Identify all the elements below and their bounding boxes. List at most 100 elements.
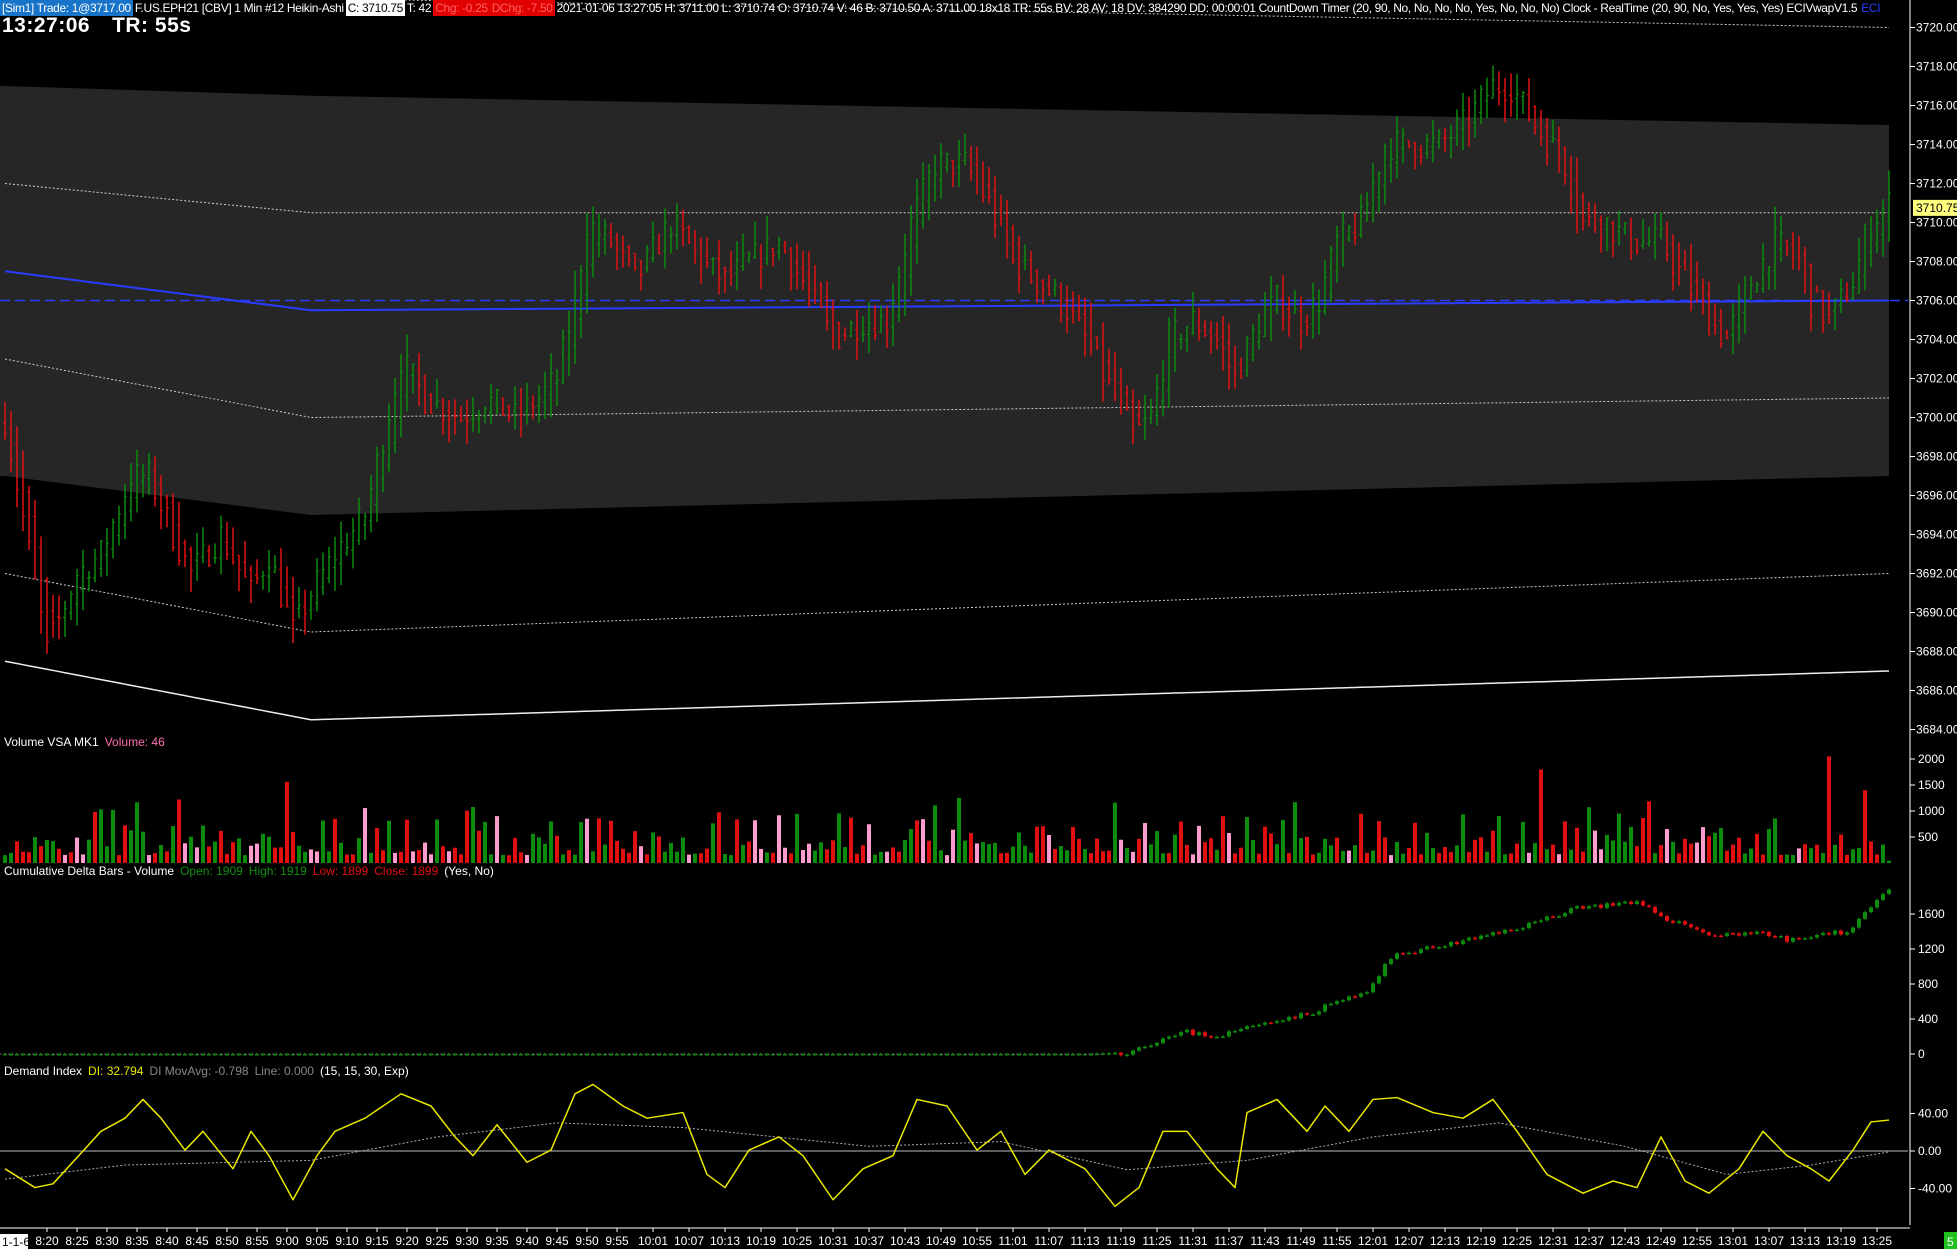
- delta-bar: [141, 1054, 145, 1056]
- delta-bar: [1035, 1054, 1039, 1056]
- volume-bar: [1509, 853, 1513, 863]
- delta-bar: [615, 1054, 619, 1056]
- volume-bar: [1233, 853, 1237, 863]
- delta-title: Cumulative Delta Bars - Volume: [4, 864, 175, 878]
- volume-bar: [1545, 849, 1549, 863]
- volume-bar: [183, 843, 187, 863]
- volume-bar: [1227, 833, 1231, 863]
- price-tick-label: 3718.00: [1916, 60, 1957, 74]
- time-tick-label: 13:19: [1826, 1234, 1856, 1248]
- account-trade-label[interactable]: [Sim1] Trade: 1@3717.00: [0, 0, 133, 16]
- delta-bar: [1329, 1003, 1333, 1006]
- volume-bar: [657, 836, 661, 863]
- delta-bar: [1467, 937, 1471, 941]
- volume-bar: [1767, 828, 1771, 863]
- volume-bar: [1167, 853, 1171, 863]
- volume-bar: [567, 850, 571, 863]
- delta-bar: [537, 1054, 541, 1056]
- delta-bar: [1485, 935, 1489, 937]
- time-tick-label: 11:13: [1070, 1234, 1099, 1248]
- delta-bar: [981, 1054, 985, 1056]
- volume-bar: [753, 820, 757, 863]
- volume-bar: [537, 837, 541, 863]
- delta-bar: [1593, 904, 1597, 907]
- delta-bar: [675, 1054, 679, 1056]
- volume-bar: [837, 813, 841, 863]
- volume-bar: [1143, 822, 1147, 863]
- delta-bar: [327, 1054, 331, 1056]
- time-tick-label: 12:01: [1358, 1234, 1388, 1248]
- delta-bar: [693, 1054, 697, 1056]
- delta-bar: [375, 1054, 379, 1056]
- delta-bar: [1101, 1053, 1105, 1055]
- volume-bar: [1059, 846, 1063, 863]
- volume-bar: [303, 851, 307, 863]
- delta-bar: [843, 1054, 847, 1056]
- delta-bar: [1845, 932, 1849, 935]
- demand-index-panel[interactable]: [0, 1083, 1908, 1208]
- volume-bar: [783, 847, 787, 863]
- volume-bar: [489, 854, 493, 863]
- demand-line: Line: 0.000: [254, 1064, 314, 1078]
- volume-bar: [1275, 844, 1279, 863]
- price-panel[interactable]: [0, 0, 1908, 721]
- cumulative-delta-panel[interactable]: [0, 888, 1891, 1057]
- volume-bar: [795, 813, 799, 863]
- time-tick-label: 11:43: [1250, 1234, 1279, 1248]
- volume-panel[interactable]: [3, 756, 1891, 863]
- time-tick-label: 12:19: [1466, 1234, 1496, 1248]
- delta-bar: [1161, 1038, 1165, 1044]
- volume-bar: [87, 839, 91, 863]
- chart-header: [Sim1] Trade: 1@3717.00 F.US.EPH21 [CBV]…: [0, 0, 1882, 16]
- volume-bar: [651, 832, 655, 863]
- delta-bar: [1047, 1054, 1051, 1056]
- delta-bar: [1323, 1004, 1327, 1012]
- volume-bar: [1485, 851, 1489, 863]
- volume-bar: [465, 810, 469, 863]
- time-tick-label: 8:30: [95, 1234, 119, 1248]
- volume-bar: [591, 851, 595, 863]
- delta-bar: [237, 1054, 241, 1056]
- delta-bar: [189, 1054, 193, 1056]
- delta-bar: [477, 1054, 481, 1056]
- delta-bar: [1875, 899, 1879, 908]
- delta-bar: [1377, 976, 1381, 984]
- volume-bar: [831, 840, 835, 863]
- volume-bar: [1713, 832, 1717, 863]
- delta-bar: [1863, 912, 1867, 919]
- volume-bar: [1629, 826, 1633, 863]
- delta-bar: [309, 1054, 313, 1056]
- ticks-value: T: 42: [406, 1, 432, 15]
- delta-bar: [1125, 1054, 1129, 1057]
- volume-bar: [1791, 855, 1795, 863]
- demand-panel-label: Demand Index DI: 32.794 DI MovAvg: -0.798 L…: [4, 1064, 415, 1078]
- volume-bar: [1359, 813, 1363, 863]
- delta-bar: [663, 1054, 667, 1056]
- volume-bar: [1431, 848, 1435, 863]
- volume-bar: [1329, 845, 1333, 863]
- delta-bar: [1545, 916, 1549, 921]
- volume-bar: [1197, 825, 1201, 863]
- delta-bar: [1089, 1054, 1093, 1056]
- delta-bar: [801, 1054, 805, 1056]
- volume-bar: [975, 843, 979, 863]
- delta-bar: [1515, 929, 1519, 932]
- delta-bar: [441, 1054, 445, 1056]
- delta-bar: [711, 1054, 715, 1056]
- price-tick-label: 3710.00: [1916, 216, 1957, 230]
- delta-bar: [1653, 906, 1657, 913]
- volume-bar: [1131, 851, 1135, 863]
- volume-bar: [105, 846, 109, 863]
- volume-bar: [1113, 802, 1117, 863]
- volume-bar: [1653, 853, 1657, 863]
- delta-bar: [495, 1054, 499, 1056]
- delta-bar: [1713, 935, 1717, 937]
- delta-bar: [699, 1054, 703, 1056]
- delta-bar: [171, 1054, 175, 1056]
- delta-bar: [1311, 1014, 1315, 1016]
- volume-bar: [1161, 853, 1165, 863]
- delta-bar: [1605, 903, 1609, 909]
- panel-tick-label: 0.00: [1918, 1144, 1942, 1158]
- volume-bar: [1557, 854, 1561, 863]
